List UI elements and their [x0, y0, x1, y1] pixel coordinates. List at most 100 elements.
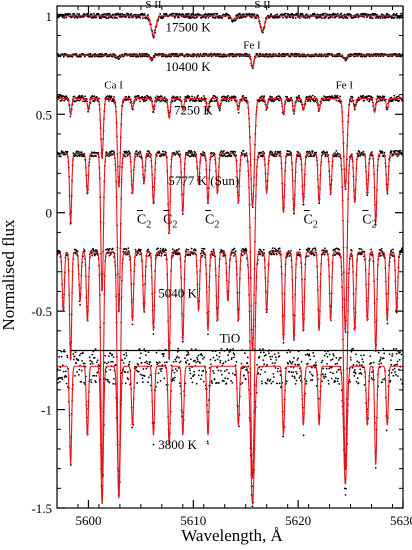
- observed-point: [187, 248, 190, 251]
- observed-point: [379, 17, 382, 20]
- observed-point: [75, 53, 78, 55]
- observed-point: [202, 357, 204, 360]
- observed-point: [186, 94, 189, 97]
- observed-point: [315, 364, 318, 367]
- observed-point: [344, 330, 347, 333]
- observed-point: [121, 359, 124, 362]
- observed-point: [232, 348, 235, 350]
- observed-point: [185, 362, 188, 364]
- observed-point: [172, 360, 175, 363]
- observed-point: [195, 99, 198, 102]
- observed-point: [187, 351, 190, 354]
- observed-point: [109, 53, 112, 56]
- observed-point: [292, 366, 295, 369]
- observed-point: [108, 16, 110, 19]
- observed-point: [127, 12, 130, 15]
- observed-point: [255, 17, 258, 20]
- observed-point: [90, 360, 93, 363]
- observed-point: [76, 155, 79, 158]
- observed-point: [175, 360, 178, 363]
- observed-point: [141, 377, 144, 380]
- observed-point: [173, 376, 176, 379]
- observed-point: [374, 466, 377, 469]
- observed-point: [77, 373, 80, 376]
- observed-point: [58, 355, 60, 358]
- observed-point: [171, 248, 174, 251]
- observed-point: [201, 354, 204, 357]
- observed-point: [262, 150, 264, 153]
- observed-point: [143, 13, 146, 15]
- observed-point: [244, 378, 247, 381]
- observed-point: [272, 100, 275, 103]
- observed-point: [97, 151, 99, 154]
- observed-point: [308, 150, 311, 153]
- observed-point: [394, 371, 396, 373]
- spectrum-temperature-label: 17500 K: [165, 20, 211, 35]
- observed-point: [147, 248, 150, 251]
- observed-point: [398, 99, 401, 102]
- observed-point: [93, 12, 95, 15]
- model-series-5: [57, 251, 403, 499]
- observed-point: [170, 55, 172, 58]
- observed-point: [212, 372, 215, 375]
- observed-point: [168, 232, 170, 235]
- observed-point: [230, 379, 232, 382]
- observed-point: [177, 347, 180, 350]
- observed-point: [228, 100, 230, 103]
- observed-point: [79, 99, 82, 101]
- observed-point: [337, 368, 340, 371]
- observed-point: [173, 379, 175, 382]
- observed-point: [162, 355, 165, 358]
- observed-point: [159, 247, 162, 250]
- observed-point: [165, 361, 168, 364]
- observed-point: [206, 112, 209, 115]
- observed-point: [327, 55, 329, 58]
- observed-point: [216, 366, 219, 369]
- observed-point: [184, 357, 186, 360]
- observed-point: [361, 364, 363, 366]
- observed-point: [400, 12, 402, 15]
- observed-point: [124, 13, 126, 16]
- observed-point: [91, 362, 94, 365]
- spectral-line-label: Fe I: [336, 80, 354, 92]
- observed-point: [331, 358, 334, 361]
- observed-point: [381, 150, 384, 153]
- observed-point: [179, 96, 182, 98]
- observed-point: [276, 370, 279, 373]
- observed-point: [171, 96, 173, 99]
- observed-point: [322, 373, 324, 376]
- observed-point: [238, 425, 240, 428]
- observed-point: [397, 375, 399, 377]
- observed-point: [382, 347, 385, 350]
- observed-point: [197, 354, 200, 357]
- observed-point: [64, 150, 67, 153]
- observed-point: [80, 352, 82, 355]
- observed-point: [311, 374, 314, 377]
- observed-point: [400, 378, 402, 381]
- observed-point: [331, 16, 334, 19]
- observed-point: [188, 12, 191, 15]
- observed-point: [309, 358, 312, 361]
- observed-point: [261, 95, 263, 98]
- observed-point: [217, 382, 220, 384]
- observed-point: [106, 378, 109, 381]
- observed-point: [112, 356, 115, 359]
- observed-point: [353, 108, 356, 111]
- observed-point: [356, 360, 359, 363]
- observed-point: [90, 381, 93, 384]
- observed-point: [308, 16, 311, 19]
- observed-point: [238, 12, 241, 15]
- observed-point: [335, 356, 338, 359]
- observed-point: [103, 361, 106, 364]
- observed-point: [353, 55, 355, 58]
- observed-point: [89, 359, 92, 362]
- observed-point: [396, 155, 399, 158]
- observed-point: [270, 253, 273, 256]
- observed-point: [350, 100, 353, 103]
- observed-point: [74, 375, 76, 377]
- observed-point: [335, 99, 338, 102]
- observed-point: [324, 247, 326, 250]
- observed-point: [124, 382, 127, 385]
- observed-point: [286, 96, 289, 98]
- observed-point: [311, 94, 314, 97]
